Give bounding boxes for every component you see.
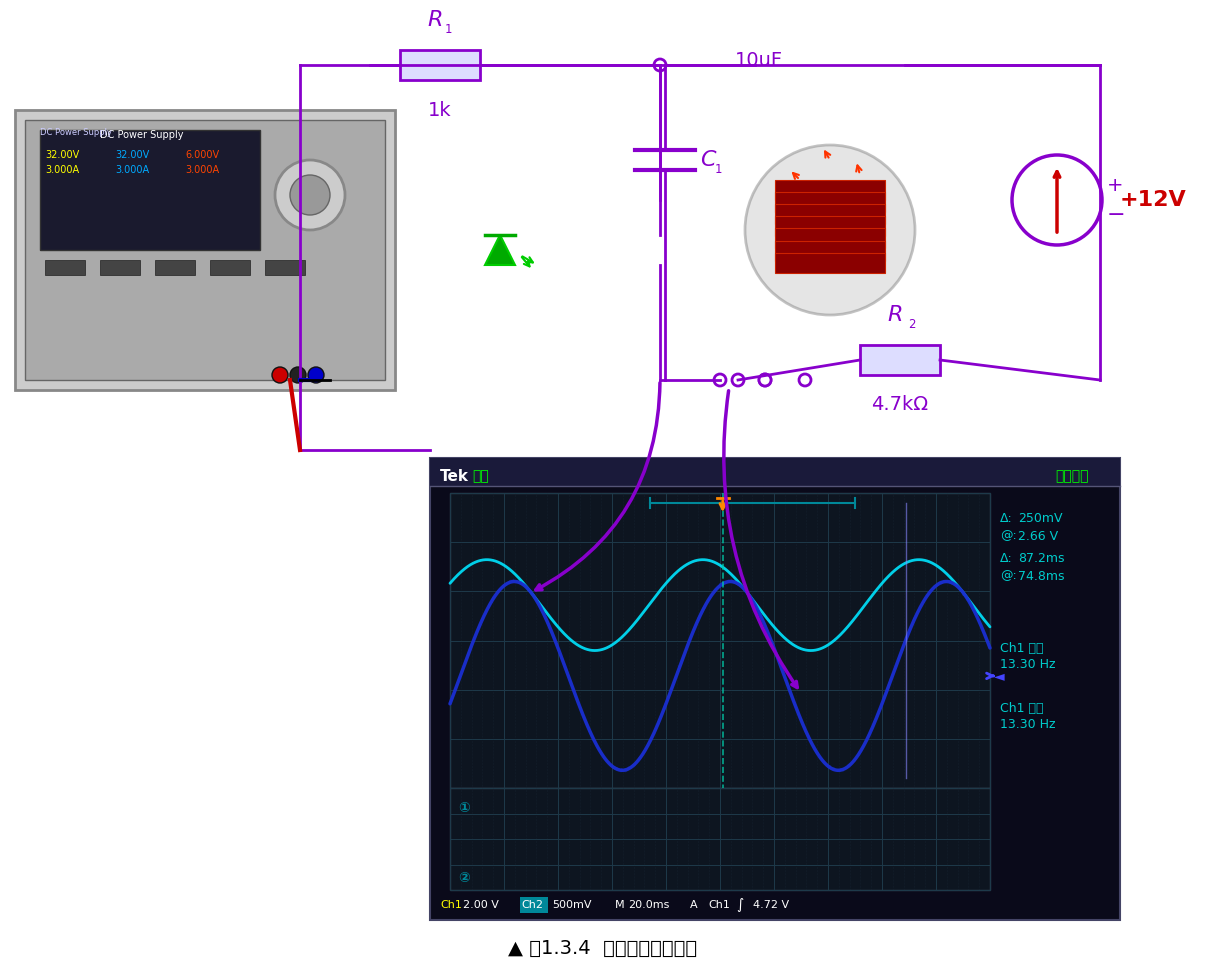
- Text: Ch1 频率: Ch1 频率: [1000, 701, 1043, 715]
- Text: ▲ 图1.3.4  电路振荡信号波形: ▲ 图1.3.4 电路振荡信号波形: [509, 939, 697, 957]
- Bar: [265, 260, 305, 275]
- Text: 20.0ms: 20.0ms: [628, 900, 669, 910]
- Text: 4.72 V: 4.72 V: [753, 900, 789, 910]
- Circle shape: [289, 367, 306, 383]
- Text: 运行: 运行: [472, 469, 488, 483]
- Bar: [45, 260, 84, 275]
- Text: 32.00V: 32.00V: [45, 150, 80, 160]
- Text: 3.000A: 3.000A: [45, 165, 80, 175]
- Text: 2.66 V: 2.66 V: [1018, 530, 1058, 542]
- Bar: [450, 788, 990, 890]
- Text: 13.30 Hz: 13.30 Hz: [1000, 718, 1055, 732]
- Bar: [775, 204, 885, 224]
- Text: 10uF: 10uF: [734, 51, 783, 70]
- Text: ①: ①: [458, 801, 470, 815]
- Text: Tek: Tek: [440, 468, 469, 484]
- Circle shape: [1012, 155, 1102, 245]
- Text: 74.8ms: 74.8ms: [1018, 569, 1065, 582]
- Bar: [775, 217, 885, 237]
- Circle shape: [289, 175, 330, 215]
- Text: $_2$: $_2$: [908, 313, 917, 331]
- Text: +12V: +12V: [1120, 190, 1187, 210]
- Text: 3.000A: 3.000A: [115, 165, 150, 175]
- Bar: [520, 897, 548, 913]
- Text: ◄: ◄: [994, 669, 1005, 683]
- Bar: [450, 493, 990, 788]
- Circle shape: [759, 374, 771, 386]
- Circle shape: [800, 374, 810, 386]
- Text: 500mV: 500mV: [552, 900, 591, 910]
- Text: 1k: 1k: [428, 101, 452, 120]
- Bar: [860, 345, 939, 375]
- Text: 6.000V: 6.000V: [185, 150, 219, 160]
- Text: 250mV: 250mV: [1018, 512, 1062, 524]
- Circle shape: [654, 59, 666, 71]
- Bar: [100, 260, 140, 275]
- Polygon shape: [485, 235, 515, 265]
- Bar: [775, 228, 885, 248]
- Text: 32.00V: 32.00V: [115, 150, 150, 160]
- Text: Ch2: Ch2: [521, 900, 543, 910]
- Text: M: M: [615, 900, 625, 910]
- Bar: [775, 240, 885, 261]
- Text: 13.30 Hz: 13.30 Hz: [1000, 658, 1055, 672]
- Bar: [25, 120, 385, 380]
- Circle shape: [745, 145, 915, 315]
- Text: Δ:: Δ:: [1000, 552, 1013, 564]
- Text: $R$: $R$: [427, 10, 443, 30]
- Text: @:: @:: [1000, 530, 1017, 542]
- Text: +: +: [1107, 175, 1124, 194]
- Bar: [775, 180, 885, 200]
- Bar: [775, 253, 885, 273]
- Circle shape: [732, 374, 744, 386]
- Text: A: A: [690, 900, 697, 910]
- Bar: [431, 458, 1120, 486]
- Text: DC Power Supply: DC Power Supply: [100, 130, 183, 140]
- Text: ②: ②: [458, 871, 470, 885]
- Text: 87.2ms: 87.2ms: [1018, 552, 1065, 564]
- Circle shape: [275, 160, 345, 230]
- Text: 已被触发: 已被触发: [1055, 469, 1089, 483]
- Text: $C$: $C$: [699, 150, 718, 170]
- Circle shape: [714, 374, 726, 386]
- Bar: [775, 193, 885, 212]
- Text: @:: @:: [1000, 569, 1017, 582]
- Text: ∫: ∫: [736, 898, 743, 912]
- Text: $R$: $R$: [888, 305, 902, 325]
- Text: DC Power Supply: DC Power Supply: [40, 128, 112, 137]
- Text: 2.00 V: 2.00 V: [463, 900, 499, 910]
- Text: 4.7kΩ: 4.7kΩ: [872, 396, 929, 415]
- Text: Ch1 频率: Ch1 频率: [1000, 642, 1043, 654]
- Bar: [400, 50, 480, 80]
- Text: $_1$: $_1$: [714, 158, 722, 176]
- Text: −: −: [1107, 205, 1125, 225]
- Bar: [210, 260, 250, 275]
- Text: Δ:: Δ:: [1000, 512, 1013, 524]
- Bar: [156, 260, 195, 275]
- Text: Ch1: Ch1: [440, 900, 462, 910]
- Circle shape: [273, 367, 288, 383]
- Circle shape: [308, 367, 324, 383]
- Text: Ch1: Ch1: [708, 900, 730, 910]
- Text: $_1$: $_1$: [444, 18, 452, 36]
- Bar: [431, 458, 1120, 920]
- Bar: [14, 110, 396, 390]
- Bar: [40, 130, 260, 250]
- Circle shape: [759, 374, 771, 386]
- Text: 3.000A: 3.000A: [185, 165, 219, 175]
